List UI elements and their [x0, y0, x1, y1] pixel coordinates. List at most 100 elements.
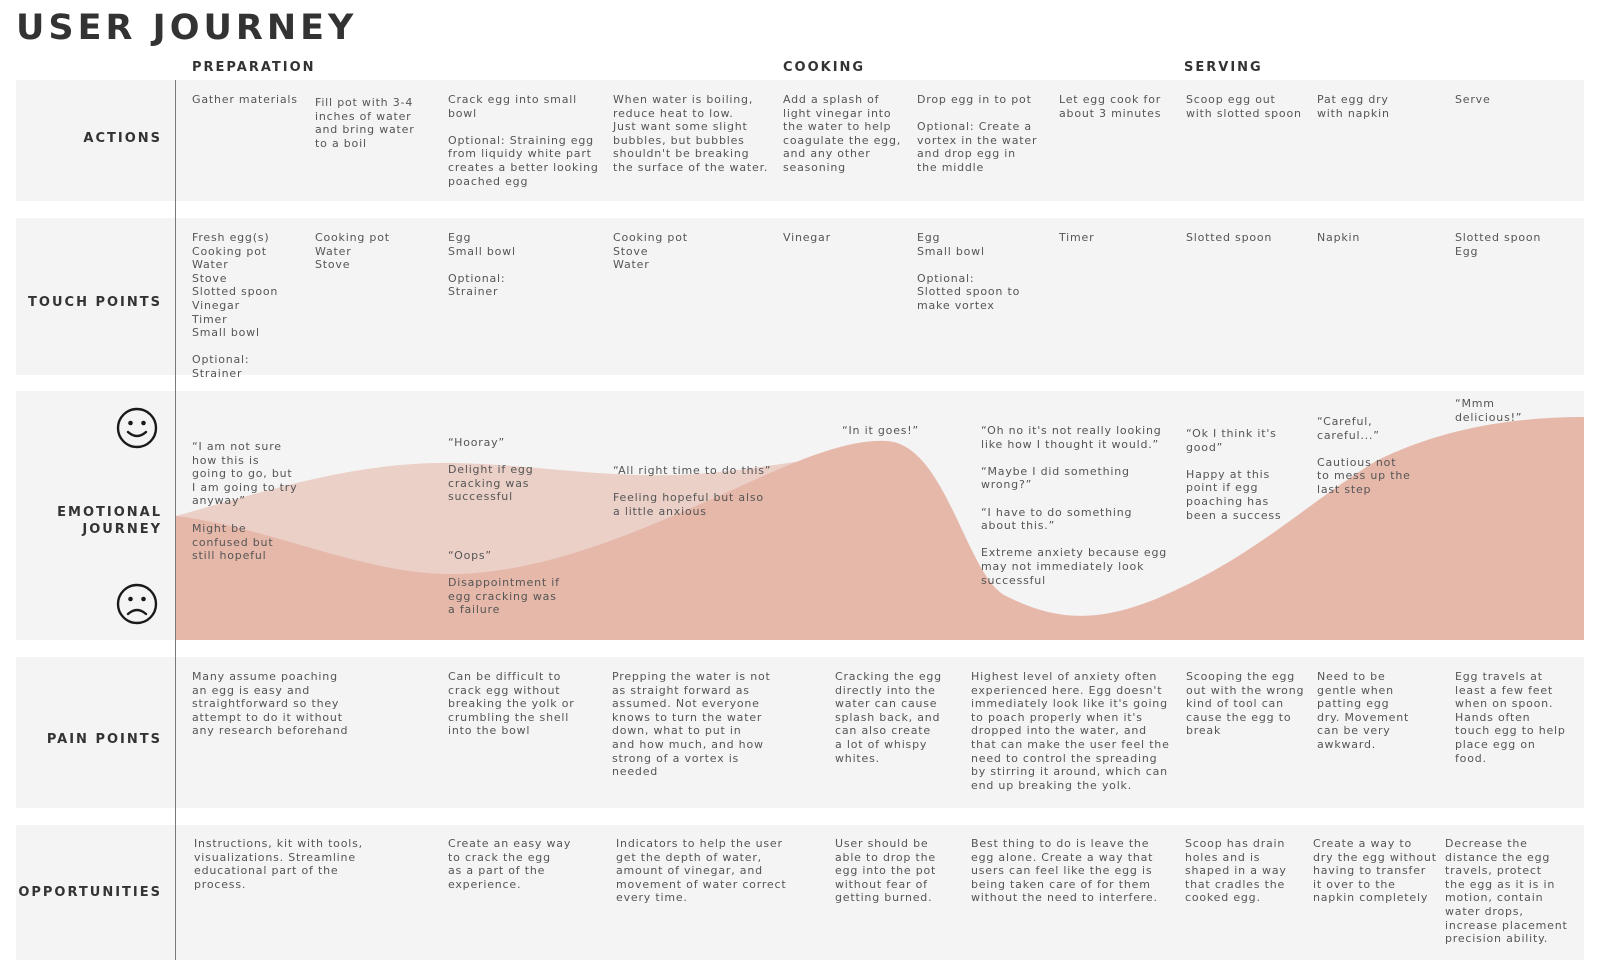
opportunities-text: Indicators to help the user get the dept… [616, 837, 787, 905]
emotional-journey-wave [176, 417, 1584, 640]
touch-points-cell: Vinegar [783, 231, 831, 245]
pain-points-text: Prepping the water is not as straight fo… [612, 670, 771, 779]
emotions-cell: “Oh no it's not really looking like how … [981, 424, 1167, 587]
actions-cell: Add a splash of light vinegar into the w… [783, 93, 901, 175]
pain-points-cell: Cracking the egg directly into the water… [835, 670, 942, 765]
emotions-text: Happy at this point if egg poaching has … [1186, 467, 1282, 522]
actions-text: Scoop egg out with slotted spoon [1186, 93, 1302, 120]
actions-cell: Drop egg in to pot Optional: Create a vor… [917, 93, 1037, 175]
emotions-text: “Maybe I did something wrong?” [981, 464, 1130, 492]
actions-text: Crack egg into small bowl [448, 93, 577, 120]
touch-points-text: Egg Small bowl [448, 231, 516, 258]
emotions-text: “In it goes!” [842, 424, 919, 437]
actions-cell: Fill pot with 3-4 inches of water and br… [315, 96, 415, 150]
emotions-text: “I am not sure how this is going to go, … [192, 440, 298, 508]
pain-points-text: Need to be gentle when patting egg dry. … [1317, 670, 1410, 751]
emotions-cell: “Mmm delicious!” [1455, 397, 1522, 424]
row-label-divider [175, 80, 176, 960]
opportunities-text: Create an easy way to crack the egg as a… [448, 837, 572, 891]
actions-cell: When water is boiling, reduce heat to lo… [613, 93, 768, 175]
row-label-emotional-journey: EMOTIONAL JOURNEY [57, 505, 162, 537]
actions-text: Optional: Straining egg from liquidy whi… [448, 133, 599, 188]
touch-points-cell: Napkin [1317, 231, 1360, 245]
opportunities-text: Instructions, kit with tools, visualizat… [194, 837, 363, 891]
opportunities-cell: Indicators to help the user get the dept… [616, 837, 786, 905]
emotions-cell: “In it goes!” [842, 424, 919, 438]
pain-points-cell: Highest level of anxiety often experienc… [971, 670, 1170, 792]
touch-points-cell: Timer [1059, 231, 1094, 245]
emotions-cell: “Ok I think it's good” Happy at this poin… [1186, 427, 1281, 522]
opportunities-cell: Create a way to dry the egg without havi… [1313, 837, 1437, 905]
opportunities-row-band [16, 825, 1584, 960]
opportunities-cell: Instructions, kit with tools, visualizat… [194, 837, 363, 891]
touch-points-text: Cooking pot Stove Water [613, 231, 688, 272]
actions-cell: Gather materials [192, 93, 298, 107]
touch-points-cell: Fresh egg(s) Cooking pot Water Stove Slo… [192, 231, 278, 381]
touch-points-text: Fresh egg(s) Cooking pot Water Stove Slo… [192, 231, 279, 340]
pain-points-text: Cracking the egg directly into the water… [835, 670, 942, 765]
pain-points-cell: Can be difficult to crack egg without br… [448, 670, 575, 738]
pain-points-text: Can be difficult to crack egg without br… [448, 670, 575, 738]
emotions-text: “Hooray” [448, 436, 505, 449]
actions-cell: Let egg cook for about 3 minutes [1059, 93, 1161, 120]
opportunities-text: Decrease the distance the egg travels, p… [1445, 837, 1568, 946]
actions-cell: Scoop egg out with slotted spoon [1186, 93, 1302, 120]
pain-points-text: Scooping the egg out with the wrong kind… [1186, 670, 1305, 738]
actions-text: Pat egg dry with napkin [1317, 93, 1390, 120]
emotions-text: Cautious not to mess up the last step [1317, 455, 1411, 496]
touch-points-text: Timer [1059, 231, 1095, 244]
actions-row-band [16, 80, 1584, 201]
emotions-text: “Oops” [448, 549, 492, 562]
emotions-text: Might be confused but still hopeful [192, 522, 274, 563]
pain-points-cell: Need to be gentle when patting egg dry. … [1317, 670, 1409, 752]
emotions-text: “Ok I think it's good” [1186, 427, 1277, 454]
row-label-actions: ACTIONS [83, 131, 162, 146]
row-label-pain-points: PAIN POINTS [46, 732, 162, 747]
opportunities-cell: Best thing to do is leave the egg alone.… [971, 837, 1158, 905]
opportunities-text: Scoop has drain holes and is shaped in a… [1185, 837, 1287, 905]
emotions-cell: “Careful, careful...” Cautious not to mes… [1317, 415, 1411, 497]
touch-points-cell: Egg Small bowl Optional: Slotted spoon to… [917, 231, 1020, 313]
phase-label-serving: SERVING [1184, 60, 1263, 75]
emotions-text: “Careful, careful...” [1317, 415, 1380, 442]
actions-cell: Pat egg dry with napkin [1317, 93, 1390, 120]
actions-text: When water is boiling, reduce heat to lo… [613, 93, 769, 174]
emotions-text: “Oh no it's not really looking like how … [981, 424, 1162, 451]
actions-text: Let egg cook for about 3 minutes [1059, 93, 1162, 120]
opportunities-cell: Decrease the distance the egg travels, p… [1445, 837, 1568, 946]
row-label-opportunities: OPPORTUNITIES [18, 885, 162, 900]
pain-points-row-band [16, 657, 1584, 808]
touch-points-text: Napkin [1317, 231, 1361, 244]
touch-points-cell: Slotted spoon [1186, 231, 1272, 245]
opportunities-text: Create a way to dry the egg without havi… [1313, 837, 1437, 905]
sad-face-icon [116, 583, 158, 625]
pain-points-text: Many assume poaching an egg is easy and … [192, 670, 349, 738]
smiley-face-icon [116, 407, 158, 449]
opportunities-cell: Create an easy way to crack the egg as a… [448, 837, 571, 891]
emotions-text: Feeling hopeful but also a little anxiou… [613, 491, 764, 518]
pain-points-cell: Scooping the egg out with the wrong kind… [1186, 670, 1304, 738]
touch-points-text: Vinegar [783, 231, 831, 244]
emotions-cell: Might be confused but still hopeful [192, 522, 273, 563]
pain-points-cell: Egg travels at least a few feet when on … [1455, 670, 1566, 765]
page-title: USER JOURNEY [16, 8, 358, 48]
phase-label-cooking: COOKING [783, 60, 866, 75]
pain-points-text: Highest level of anxiety often experienc… [971, 670, 1170, 792]
pain-points-text: Egg travels at least a few feet when on … [1455, 670, 1566, 765]
actions-cell: Serve [1455, 93, 1491, 107]
emotions-cell: “I am not sure how this is going to go, … [192, 440, 297, 508]
touch-points-row-band [16, 218, 1584, 375]
opportunities-cell: User should be able to drop the egg into… [835, 837, 936, 905]
opportunities-cell: Scoop has drain holes and is shaped in a… [1185, 837, 1287, 905]
pain-points-cell: Prepping the water is not as straight fo… [612, 670, 771, 779]
touch-points-text: Slotted spoon [1186, 231, 1273, 244]
touch-points-cell: Cooking pot Water Stove [315, 231, 390, 272]
emotion-curve-lower [176, 417, 1584, 640]
emotions-text: Extreme anxiety because egg may not imme… [981, 546, 1168, 587]
phase-label-preparation: PREPARATION [192, 60, 316, 75]
actions-text: Fill pot with 3-4 inches of water and br… [315, 96, 415, 150]
touch-points-cell: Egg Small bowl Optional: Strainer [448, 231, 516, 299]
actions-text: Drop egg in to pot [917, 93, 1032, 106]
touch-points-text: Optional: Strainer [192, 353, 250, 380]
emotions-text: Delight if egg cracking was successful [448, 463, 534, 504]
